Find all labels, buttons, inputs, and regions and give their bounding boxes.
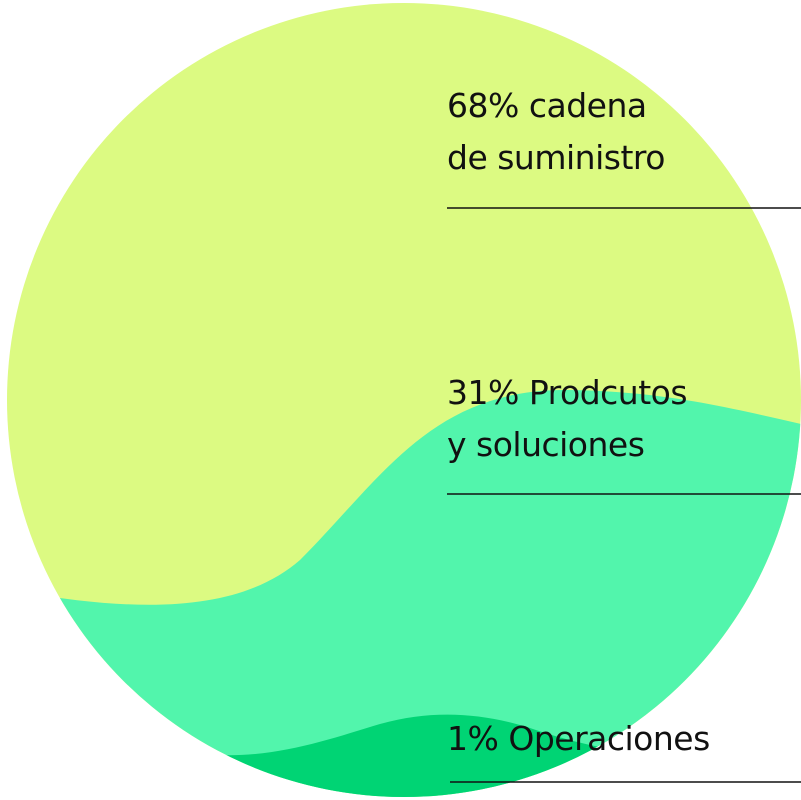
segment-label: de suministro xyxy=(447,138,665,177)
segment-label: y soluciones xyxy=(447,425,644,464)
segment-label: 68% cadena xyxy=(447,86,647,125)
segment-label: 1% Operaciones xyxy=(447,719,710,758)
labels: 68% cadena de suministro 31% Prodcutos y so… xyxy=(447,86,710,758)
region-products xyxy=(7,390,801,797)
segment-label: 31% Prodcutos xyxy=(447,373,687,412)
